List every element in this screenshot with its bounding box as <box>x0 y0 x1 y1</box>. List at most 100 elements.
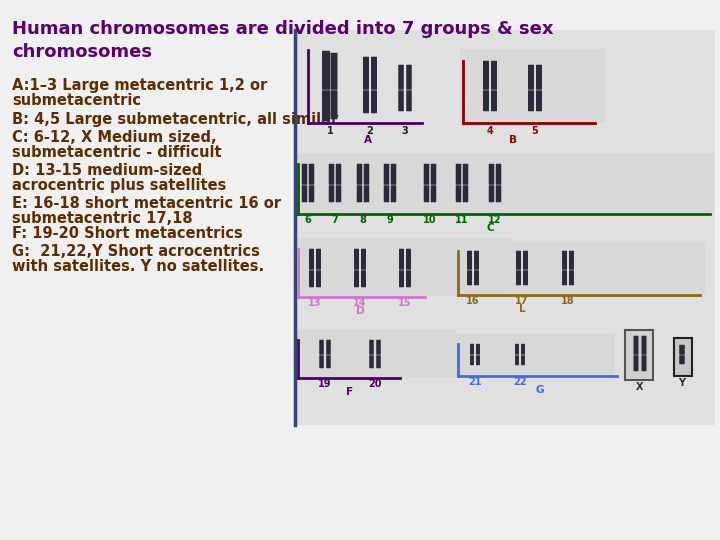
Text: 19: 19 <box>318 379 332 389</box>
FancyBboxPatch shape <box>377 355 381 368</box>
FancyBboxPatch shape <box>474 251 479 270</box>
FancyBboxPatch shape <box>491 60 497 90</box>
FancyBboxPatch shape <box>474 270 479 285</box>
FancyBboxPatch shape <box>384 164 390 185</box>
FancyBboxPatch shape <box>562 270 567 285</box>
FancyBboxPatch shape <box>363 90 369 113</box>
FancyBboxPatch shape <box>516 251 521 270</box>
FancyBboxPatch shape <box>354 249 359 270</box>
Text: 14: 14 <box>354 298 366 308</box>
FancyBboxPatch shape <box>515 355 519 365</box>
FancyBboxPatch shape <box>642 355 647 372</box>
Bar <box>296 238 511 296</box>
Bar <box>296 153 714 213</box>
FancyBboxPatch shape <box>316 249 321 270</box>
FancyBboxPatch shape <box>326 340 330 355</box>
FancyBboxPatch shape <box>336 164 341 185</box>
FancyBboxPatch shape <box>326 355 330 368</box>
FancyBboxPatch shape <box>483 90 489 111</box>
FancyBboxPatch shape <box>356 164 362 185</box>
FancyBboxPatch shape <box>329 164 334 185</box>
FancyBboxPatch shape <box>536 65 542 90</box>
FancyBboxPatch shape <box>319 340 324 355</box>
FancyBboxPatch shape <box>424 164 429 185</box>
FancyBboxPatch shape <box>536 90 542 111</box>
FancyBboxPatch shape <box>463 185 468 202</box>
FancyBboxPatch shape <box>361 249 366 270</box>
Text: 21: 21 <box>468 377 482 387</box>
FancyBboxPatch shape <box>302 185 307 202</box>
FancyBboxPatch shape <box>329 185 334 202</box>
FancyBboxPatch shape <box>431 164 436 185</box>
Text: 8: 8 <box>359 215 366 225</box>
FancyBboxPatch shape <box>336 185 341 202</box>
Text: 12: 12 <box>488 215 502 225</box>
Text: D: 13-15 medium-sized: D: 13-15 medium-sized <box>12 163 202 178</box>
Text: acrocentric plus satellites: acrocentric plus satellites <box>12 178 226 193</box>
Bar <box>460 49 605 122</box>
FancyBboxPatch shape <box>406 270 411 287</box>
FancyBboxPatch shape <box>406 90 412 111</box>
Text: submetacentric 17,18: submetacentric 17,18 <box>12 211 193 226</box>
Text: A: A <box>364 135 372 145</box>
Text: 10: 10 <box>423 215 437 225</box>
Text: 16: 16 <box>467 296 480 306</box>
FancyBboxPatch shape <box>489 164 494 185</box>
FancyBboxPatch shape <box>369 355 374 368</box>
Text: G: G <box>536 385 544 395</box>
FancyBboxPatch shape <box>391 185 396 202</box>
FancyBboxPatch shape <box>456 164 462 185</box>
Text: 6: 6 <box>305 215 311 225</box>
FancyBboxPatch shape <box>322 51 330 90</box>
FancyBboxPatch shape <box>463 164 468 185</box>
FancyBboxPatch shape <box>523 270 528 285</box>
FancyBboxPatch shape <box>309 164 314 185</box>
FancyBboxPatch shape <box>515 344 519 355</box>
FancyBboxPatch shape <box>399 270 404 287</box>
Text: 1: 1 <box>327 126 333 136</box>
FancyBboxPatch shape <box>424 185 429 202</box>
FancyBboxPatch shape <box>309 270 314 287</box>
FancyBboxPatch shape <box>361 270 366 287</box>
FancyBboxPatch shape <box>316 270 321 287</box>
FancyBboxPatch shape <box>391 164 396 185</box>
Text: 15: 15 <box>398 298 412 308</box>
FancyBboxPatch shape <box>634 336 639 355</box>
Text: 5: 5 <box>531 126 539 136</box>
Text: E: 16-18 short metacentric 16 or: E: 16-18 short metacentric 16 or <box>12 196 281 211</box>
FancyBboxPatch shape <box>398 65 404 90</box>
FancyBboxPatch shape <box>398 90 404 111</box>
FancyBboxPatch shape <box>356 185 362 202</box>
FancyBboxPatch shape <box>562 251 567 270</box>
FancyBboxPatch shape <box>309 249 314 270</box>
Text: C: 6-12, X Medium sized,: C: 6-12, X Medium sized, <box>12 130 217 145</box>
FancyBboxPatch shape <box>377 340 381 355</box>
Text: 22: 22 <box>513 377 527 387</box>
Text: 17: 17 <box>516 296 528 306</box>
FancyBboxPatch shape <box>456 185 462 202</box>
FancyBboxPatch shape <box>369 340 374 355</box>
Text: 4: 4 <box>487 126 493 136</box>
FancyBboxPatch shape <box>319 355 324 368</box>
FancyBboxPatch shape <box>467 251 472 270</box>
Text: with satellites. Y no satellites.: with satellites. Y no satellites. <box>12 259 264 274</box>
Text: A:1–3 Large metacentric 1,2 or: A:1–3 Large metacentric 1,2 or <box>12 78 267 93</box>
FancyBboxPatch shape <box>489 185 494 202</box>
FancyBboxPatch shape <box>399 249 404 270</box>
FancyBboxPatch shape <box>371 90 377 113</box>
FancyBboxPatch shape <box>371 57 377 90</box>
FancyBboxPatch shape <box>496 164 501 185</box>
Text: C: C <box>486 223 494 233</box>
FancyBboxPatch shape <box>330 53 338 90</box>
FancyBboxPatch shape <box>322 90 330 122</box>
Text: B: B <box>508 135 516 145</box>
Bar <box>625 330 653 380</box>
Text: Human chromosomes are divided into 7 groups & sex: Human chromosomes are divided into 7 gro… <box>12 20 554 38</box>
FancyBboxPatch shape <box>476 355 480 365</box>
FancyBboxPatch shape <box>569 251 574 270</box>
Text: 7: 7 <box>332 215 338 225</box>
FancyBboxPatch shape <box>364 164 369 185</box>
Text: F: 19-20 Short metacentrics: F: 19-20 Short metacentrics <box>12 226 243 241</box>
FancyBboxPatch shape <box>642 336 647 355</box>
FancyBboxPatch shape <box>528 90 534 111</box>
